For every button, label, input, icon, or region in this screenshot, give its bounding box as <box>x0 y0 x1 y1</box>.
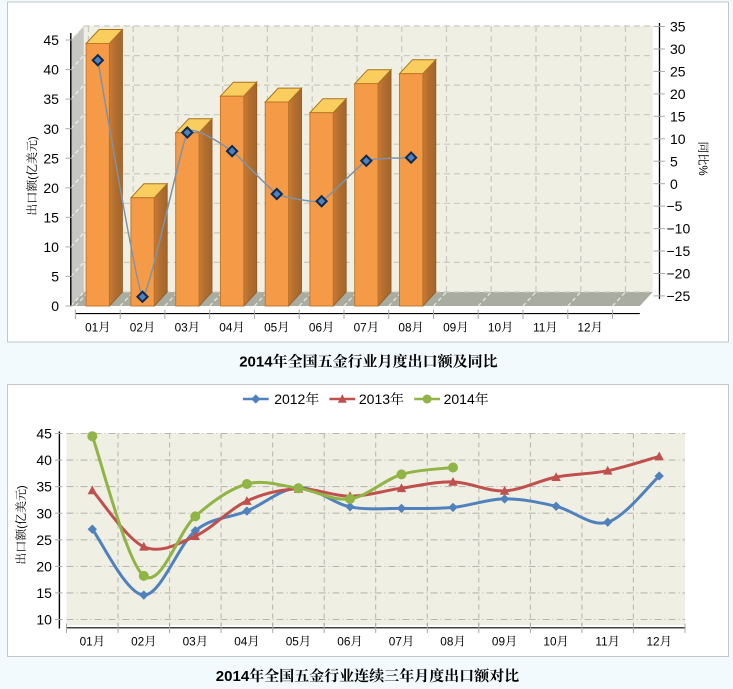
svg-text:35: 35 <box>43 91 59 107</box>
svg-text:2014: 2014 <box>216 668 250 685</box>
svg-text:−25: −25 <box>667 288 691 304</box>
svg-text:03: 03 <box>175 320 189 334</box>
svg-text:15: 15 <box>36 585 52 601</box>
svg-text:08: 08 <box>398 320 412 334</box>
svg-text:%: % <box>696 165 708 175</box>
svg-text:20: 20 <box>43 180 59 196</box>
svg-text:5: 5 <box>670 153 678 169</box>
svg-text:40: 40 <box>36 452 52 468</box>
svg-text:20: 20 <box>36 559 52 575</box>
svg-text:45: 45 <box>43 32 59 48</box>
svg-text:11: 11 <box>595 634 607 648</box>
svg-text:02: 02 <box>131 634 144 648</box>
svg-text:06: 06 <box>337 634 351 648</box>
svg-text:09: 09 <box>443 320 456 334</box>
svg-text:07: 07 <box>389 634 402 648</box>
svg-text:2014: 2014 <box>239 354 273 371</box>
svg-text:03: 03 <box>183 634 197 648</box>
svg-text:02: 02 <box>130 320 143 334</box>
svg-text:04: 04 <box>234 634 248 648</box>
svg-text:): ) <box>16 485 28 489</box>
svg-text:(: ( <box>16 525 28 529</box>
svg-text:35: 35 <box>670 19 686 35</box>
svg-text:30: 30 <box>43 121 59 137</box>
svg-text:12: 12 <box>647 634 660 648</box>
svg-text:06: 06 <box>309 320 323 334</box>
svg-text:05: 05 <box>286 634 300 648</box>
svg-text:25: 25 <box>670 64 686 80</box>
svg-text:01: 01 <box>85 320 98 334</box>
svg-text:2014: 2014 <box>444 391 475 407</box>
svg-text:−15: −15 <box>667 243 691 259</box>
svg-text:0: 0 <box>670 176 678 192</box>
svg-text:−20: −20 <box>667 266 691 282</box>
svg-text:08: 08 <box>440 634 454 648</box>
svg-text:01: 01 <box>80 634 93 648</box>
svg-text:10: 10 <box>670 131 686 147</box>
svg-text:35: 35 <box>36 479 52 495</box>
svg-text:11: 11 <box>533 320 545 334</box>
svg-text:15: 15 <box>670 108 686 124</box>
svg-text:30: 30 <box>670 41 686 57</box>
svg-text:25: 25 <box>36 532 52 548</box>
svg-text:40: 40 <box>43 62 59 78</box>
svg-text:05: 05 <box>264 320 278 334</box>
svg-text:10: 10 <box>543 634 557 648</box>
svg-text:5: 5 <box>51 269 59 285</box>
svg-text:−10: −10 <box>667 221 691 237</box>
svg-text:10: 10 <box>36 612 52 628</box>
svg-text:45: 45 <box>36 426 52 442</box>
svg-text:(: ( <box>27 176 39 180</box>
svg-text:07: 07 <box>354 320 367 334</box>
svg-text:30: 30 <box>36 505 52 521</box>
svg-text:12: 12 <box>577 320 590 334</box>
svg-text:09: 09 <box>492 634 505 648</box>
svg-text:20: 20 <box>670 86 686 102</box>
svg-text:2013: 2013 <box>359 391 390 407</box>
svg-text:04: 04 <box>219 320 233 334</box>
svg-text:): ) <box>27 136 39 140</box>
svg-text:−5: −5 <box>667 198 683 214</box>
svg-text:2012: 2012 <box>274 391 305 407</box>
svg-text:10: 10 <box>488 320 502 334</box>
svg-text:15: 15 <box>43 209 59 225</box>
svg-text:0: 0 <box>51 298 59 314</box>
svg-text:25: 25 <box>43 150 59 166</box>
svg-text:10: 10 <box>43 239 59 255</box>
